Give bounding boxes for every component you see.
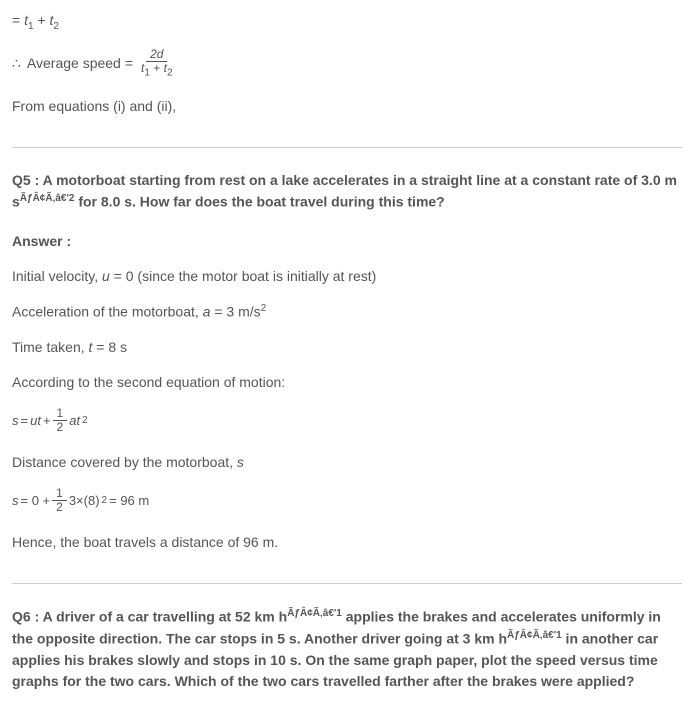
plus: + (43, 411, 51, 431)
q5-encoded: ÃƒÂ¢Ã‚â€ (20, 193, 67, 204)
q5-line-1: Initial velocity, u = 0 (since the motor… (12, 266, 682, 287)
txt: Hence, the boat travels a distance of 96… (12, 534, 278, 550)
var-ut: ut (30, 411, 41, 431)
avg-fraction: 2d t1 + t2 (137, 48, 177, 79)
txt: Acceleration of the motorboat, (12, 304, 203, 320)
txt: = 3 m/s (210, 304, 260, 320)
q5-line-2: Acceleration of the motorboat, a = 3 m/s… (12, 301, 682, 323)
num: 1 (53, 407, 68, 421)
var-s: s (237, 454, 244, 470)
therefore-symbol: ∴ (12, 53, 21, 74)
q5-line-5: Distance covered by the motorboat, s (12, 452, 682, 473)
q6-exp-1: '1 (334, 608, 342, 619)
txt: According to the second equation of moti… (12, 374, 285, 390)
calc: 3×(8) (69, 491, 100, 511)
q5-line-6: Hence, the boat travels a distance of 96… (12, 532, 682, 553)
frac-half: 1 2 (52, 487, 67, 514)
sup: 2 (102, 493, 108, 508)
txt: = 0 (since the motor boat is initially a… (110, 268, 377, 284)
equation-avg-speed: ∴ Average speed = 2d t1 + t2 (12, 48, 682, 79)
sub-2: 2 (53, 21, 59, 32)
answer-label-text: Answer : (12, 233, 71, 249)
var-s: s (12, 411, 19, 431)
from-equations-text: From equations (i) and (ii), (12, 96, 682, 117)
sup-2: 2 (261, 303, 267, 314)
equation-motion: s = ut + 1 2 at2 (12, 407, 682, 434)
den: 2 (52, 501, 67, 514)
txt: Distance covered by the motorboat, (12, 454, 237, 470)
txt: Initial velocity, (12, 268, 102, 284)
txt: Time taken, (12, 339, 89, 355)
result: = 96 m (109, 491, 149, 511)
from-eq-text: From equations (i) and (ii), (12, 98, 176, 114)
sup: 2 (82, 413, 88, 428)
equation-time-sum: = t1 + t2 (12, 10, 682, 34)
den-s2: 2 (167, 67, 173, 78)
q5-line-3: Time taken, t = 8 s (12, 337, 682, 358)
var-at: at (69, 411, 80, 431)
equation-result: s = 0 + 1 2 3×(8)2 = 96 m (12, 487, 682, 514)
q6-encoded-1: ÃƒÂ¢Ã‚â€ (287, 608, 334, 619)
num: 1 (52, 487, 67, 501)
answer-label: Answer : (12, 231, 682, 252)
q5-line-4: According to the second equation of moti… (12, 372, 682, 393)
eq-sign: = (21, 411, 29, 431)
avg-eq-sign: = (125, 53, 133, 74)
frac-half: 1 2 (53, 407, 68, 434)
eq-prefix: = (12, 12, 24, 28)
q6-label: Q6 : (12, 609, 43, 625)
den-plus: + (150, 61, 164, 75)
question-5: Q5 : A motorboat starting from rest on a… (12, 147, 682, 213)
plus: + (34, 12, 50, 28)
q6-text-1: A driver of a car travelling at 52 km h (43, 609, 288, 625)
avg-num: 2d (150, 47, 163, 61)
question-6: Q6 : A driver of a car travelling at 52 … (12, 583, 682, 691)
q5-label: Q5 : (12, 172, 43, 188)
avg-speed-label: Average speed (27, 53, 121, 74)
var-s: s (12, 491, 19, 511)
txt: = 8 s (92, 339, 127, 355)
den: 2 (53, 421, 68, 434)
q5-text-2: for 8.0 s. How far does the boat travel … (74, 194, 444, 210)
var-u: u (102, 268, 110, 284)
eq-sign: = 0 + (21, 491, 51, 511)
